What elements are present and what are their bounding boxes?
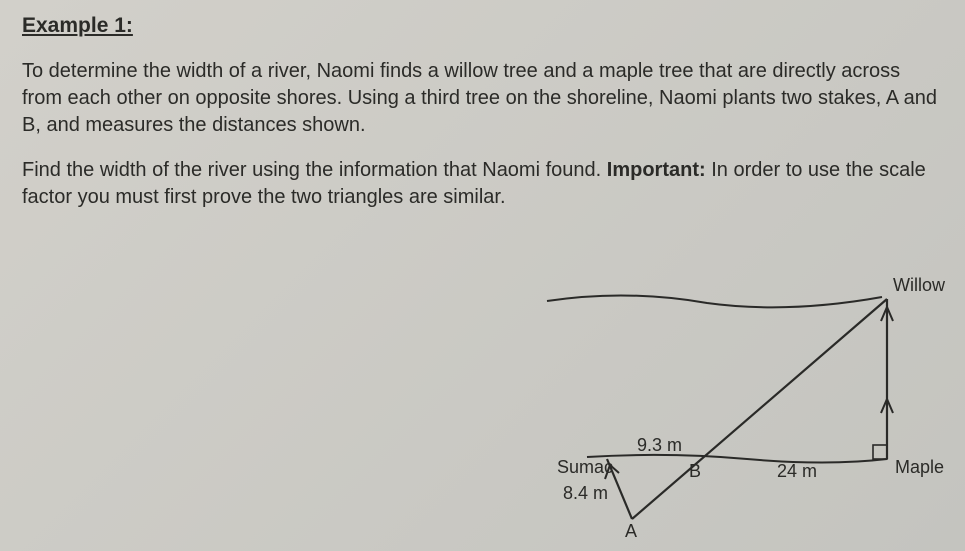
- label-a: A: [625, 521, 637, 539]
- label-sa-dist: 8.4 m: [563, 483, 608, 503]
- label-sb-dist: 9.3 m: [637, 435, 682, 455]
- river-diagram: Willow Maple Sumac B A 9.3 m 8.4 m 24 m: [487, 259, 947, 539]
- paragraph-2: Find the width of the river using the in…: [22, 157, 943, 211]
- example-heading: Example 1:: [22, 14, 943, 38]
- label-sumac: Sumac: [557, 457, 613, 477]
- label-b: B: [689, 461, 701, 481]
- label-willow: Willow: [893, 275, 946, 295]
- near-shore-line: [587, 455, 887, 463]
- label-maple: Maple: [895, 457, 944, 477]
- far-shore-line: [547, 295, 882, 307]
- document-page: Example 1: To determine the width of a r…: [0, 0, 965, 551]
- label-bm-dist: 24 m: [777, 461, 817, 481]
- paragraph-1: To determine the width of a river, Naomi…: [22, 58, 943, 139]
- line-a-willow: [632, 299, 887, 519]
- right-angle-marker: [873, 445, 887, 459]
- paragraph-2-important: Important:: [607, 159, 706, 181]
- paragraph-2a: Find the width of the river using the in…: [22, 159, 607, 181]
